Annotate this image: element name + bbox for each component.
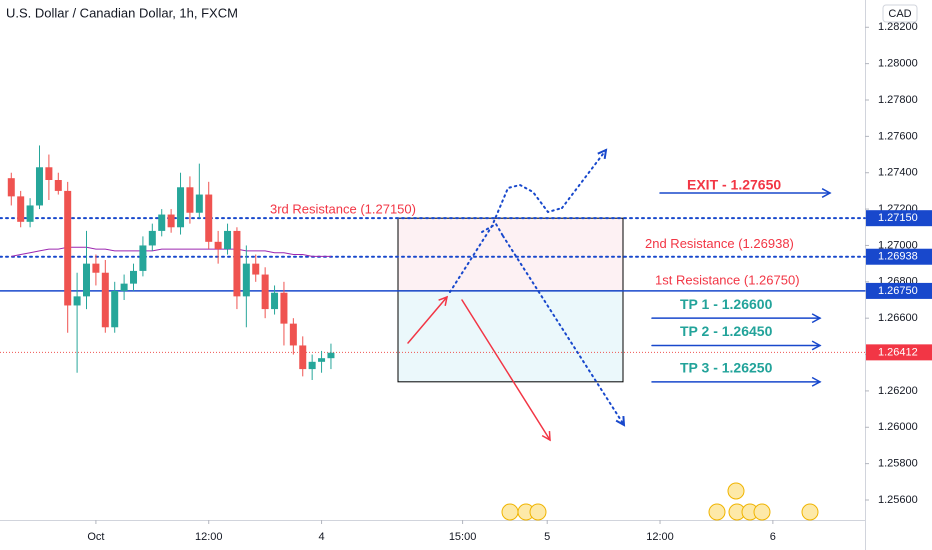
y-tick-label: 1.27800 <box>878 94 918 106</box>
candle-body <box>271 292 279 310</box>
y-tick-label: 1.27000 <box>878 239 918 251</box>
event-icon <box>727 482 745 500</box>
chart-title: U.S. Dollar / Canadian Dollar, 1h, FXCM <box>6 5 238 20</box>
y-tick-label: 1.28000 <box>878 58 918 70</box>
x-tick-label: 5 <box>544 531 550 543</box>
event-icon <box>753 503 771 521</box>
event-icon <box>501 503 519 521</box>
price-badge-label: 1.27150 <box>878 212 918 224</box>
candle-body <box>233 230 241 297</box>
y-axis-label: CAD <box>888 8 911 20</box>
price-badge <box>866 248 932 265</box>
target-arrow-head <box>811 376 822 387</box>
candle-body <box>101 272 109 328</box>
candle-body <box>45 167 53 180</box>
currency-box <box>882 4 918 23</box>
price-badge-label: 1.26412 <box>878 346 918 358</box>
price-badge-label: 1.26938 <box>878 251 918 263</box>
candle-body <box>214 241 222 250</box>
price-badge <box>866 210 932 227</box>
candle-body <box>130 270 138 284</box>
level-label: 2nd Resistance (1.26938) <box>645 236 794 251</box>
candle-body <box>17 196 25 222</box>
candle-body <box>327 352 335 359</box>
projection-arrow <box>561 149 607 209</box>
target-label: TP 3 - 1.26250 <box>680 360 773 376</box>
exit-label: EXIT - 1.27650 <box>687 177 781 193</box>
candle-body <box>64 190 72 306</box>
candle-body <box>261 274 269 310</box>
event-icon <box>708 503 726 521</box>
red-arrow <box>407 296 448 344</box>
price-badge-label: 1.26750 <box>878 285 918 297</box>
candle-body <box>120 283 128 291</box>
target-label: TP 1 - 1.26600 <box>680 296 773 312</box>
candle-body <box>318 358 326 362</box>
y-tick-label: 1.25800 <box>878 458 918 470</box>
resistance-zone <box>397 217 624 292</box>
projection-arrow-head <box>615 415 626 427</box>
candle-body <box>242 263 250 297</box>
candle-body <box>308 361 316 370</box>
x-tick-label: 15:00 <box>449 531 477 543</box>
y-tick-label: 1.28200 <box>878 21 918 33</box>
red-arrow-head <box>438 295 449 306</box>
x-tick-label: 12:00 <box>646 531 674 543</box>
candle-body <box>111 290 119 328</box>
y-tick-label: 1.27600 <box>878 130 918 142</box>
event-icons <box>501 482 819 521</box>
candle-body <box>7 178 15 197</box>
target-label: TP 2 - 1.26450 <box>680 323 773 339</box>
projection-path <box>481 222 504 237</box>
projection-arrow <box>502 235 625 426</box>
level-label: 3rd Resistance (1.27150) <box>270 202 416 217</box>
candle-body <box>177 187 185 228</box>
candle-body <box>299 345 307 370</box>
candle-body <box>205 194 213 242</box>
event-icon <box>801 503 819 521</box>
candle-body <box>92 263 100 273</box>
target-zone <box>397 290 624 383</box>
price-badge <box>866 344 932 361</box>
candle-body <box>35 167 43 206</box>
level-label: 1st Resistance (1.26750) <box>655 272 800 287</box>
candle-body <box>158 214 166 231</box>
projection-arrow-head <box>597 148 608 160</box>
candle-body <box>167 214 175 228</box>
x-tick-label: 6 <box>770 531 776 543</box>
candle-body <box>73 296 81 306</box>
y-tick-label: 1.27400 <box>878 167 918 179</box>
y-tick-label: 1.26000 <box>878 421 918 433</box>
candle-body <box>252 263 260 275</box>
candle-body <box>280 292 288 324</box>
x-tick-label: Oct <box>87 531 104 543</box>
red-arrow-head <box>541 430 551 442</box>
candle-body <box>148 230 156 246</box>
price-badge <box>866 282 932 299</box>
y-tick-label: 1.25600 <box>878 494 918 506</box>
candle-body <box>186 187 194 213</box>
event-icon <box>529 503 547 521</box>
red-arrow <box>461 299 551 441</box>
candle-body <box>224 230 232 250</box>
target-arrow-head <box>811 313 822 324</box>
drawings: 3rd Resistance (1.27150) 2nd Resistance (… <box>0 145 866 442</box>
exit-arrow-head <box>821 188 832 198</box>
candle-body <box>195 194 203 213</box>
target-arrow-head <box>811 340 822 351</box>
candle-body <box>54 180 62 191</box>
x-tick-label: 12:00 <box>195 531 223 543</box>
candle-body <box>26 205 34 222</box>
candle-body <box>83 263 90 297</box>
candle-body <box>289 323 297 346</box>
candle-body <box>139 245 147 271</box>
x-tick-label: 4 <box>318 531 324 543</box>
y-tick-label: 1.26600 <box>878 312 918 324</box>
y-tick-label: 1.26200 <box>878 385 918 397</box>
